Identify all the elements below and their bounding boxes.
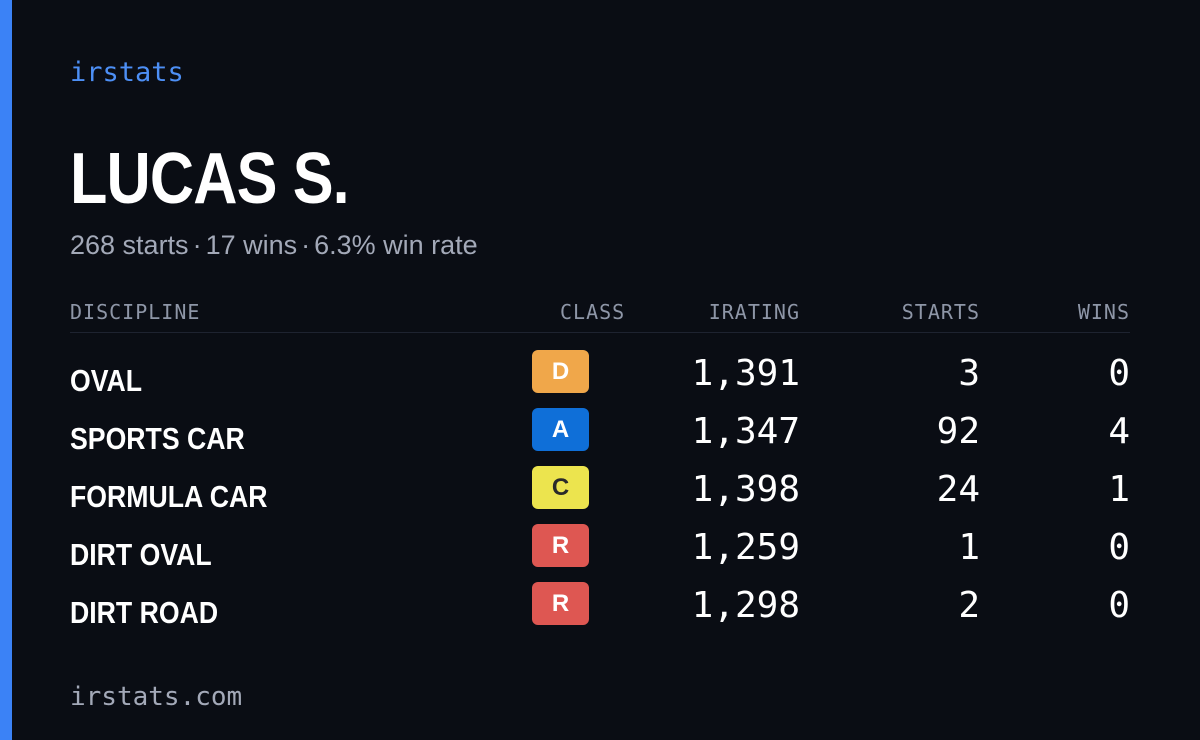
discipline-name: FORMULA CAR — [70, 479, 268, 514]
license-class-badge: R — [532, 582, 589, 625]
irating-value: 1,398 — [691, 469, 800, 510]
summary-separator: · — [301, 230, 311, 260]
table-row: DIRT ROAD R 1,298 2 0 — [70, 582, 1130, 640]
starts-value: 1 — [958, 527, 980, 568]
wins-value: 0 — [1108, 353, 1130, 394]
discipline-name: DIRT ROAD — [70, 595, 219, 630]
wins-value: 1 — [1108, 469, 1130, 510]
header-wins: WINS — [1077, 300, 1130, 324]
accent-bar — [0, 0, 12, 740]
license-class-badge: A — [532, 408, 589, 451]
discipline-name: DIRT OVAL — [70, 537, 212, 572]
wins-value: 0 — [1108, 527, 1130, 568]
summary-separator: · — [192, 230, 202, 260]
discipline-name: OVAL — [70, 363, 143, 398]
irating-value: 1,298 — [691, 585, 800, 626]
career-summary: 268 starts · 17 wins · 6.3% win rate — [70, 227, 478, 263]
table-row: DIRT OVAL R 1,259 1 0 — [70, 524, 1130, 582]
table-row: OVAL D 1,391 3 0 — [70, 350, 1130, 408]
starts-value: 92 — [936, 411, 980, 452]
header-irating: IRATING — [708, 300, 800, 324]
wins-value: 0 — [1108, 585, 1130, 626]
license-class-badge: C — [532, 466, 589, 509]
license-class-badge: R — [532, 524, 589, 567]
driver-name: LUCAS S. — [70, 139, 350, 219]
header-class: CLASS — [560, 300, 626, 324]
license-class-badge: D — [532, 350, 589, 393]
table-header: DISCIPLINE CLASS IRATING STARTS WINS — [70, 296, 1130, 333]
table-body: OVAL D 1,391 3 0 SPORTS CAR A 1,347 92 4… — [70, 333, 1130, 640]
irating-value: 1,259 — [691, 527, 800, 568]
starts-value: 24 — [936, 469, 980, 510]
brand-logo-text[interactable]: irstats — [70, 57, 184, 88]
header-discipline: DISCIPLINE — [70, 300, 201, 324]
site-url[interactable]: irstats.com — [70, 682, 243, 712]
irating-value: 1,347 — [691, 411, 800, 452]
table-row: FORMULA CAR C 1,398 24 1 — [70, 466, 1130, 524]
discipline-table: DISCIPLINE CLASS IRATING STARTS WINS OVA… — [70, 296, 1130, 640]
starts-value: 3 — [958, 353, 980, 394]
irating-value: 1,391 — [691, 353, 800, 394]
table-row: SPORTS CAR A 1,347 92 4 — [70, 408, 1130, 466]
discipline-name: SPORTS CAR — [70, 421, 245, 456]
wins-value: 4 — [1108, 411, 1130, 452]
header-starts: STARTS — [901, 300, 980, 324]
starts-value: 2 — [958, 585, 980, 626]
summary-win-rate: 6.3% win rate — [314, 230, 478, 260]
summary-wins: 17 wins — [205, 230, 298, 260]
summary-starts: 268 starts — [70, 230, 189, 260]
